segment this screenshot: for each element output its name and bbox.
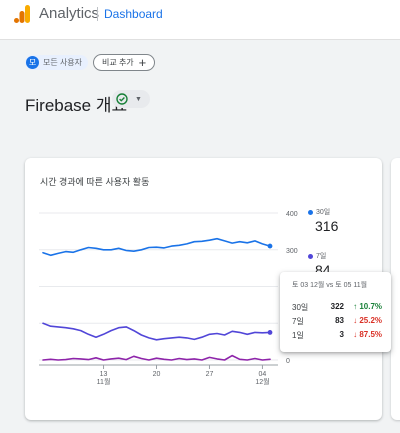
add-comparison-label: 비교 추가 <box>102 58 134 67</box>
chart-tooltip: 토 03 12월 vs 토 05 11월 30일 322 ↑ 10.7% 7일 … <box>280 272 391 352</box>
next-card <box>391 158 400 420</box>
tooltip-change: ↑ 10.7% <box>353 302 382 311</box>
y-tick-label: 0 <box>286 358 290 365</box>
legend-value-30d: 316 <box>315 218 339 234</box>
data-status-dropdown[interactable]: ▼ <box>112 90 150 108</box>
tooltip-value: 3 <box>339 330 344 339</box>
all-users-chip[interactable]: 모 모든 사용자 <box>25 55 89 70</box>
dashboard-link[interactable]: Dashboard <box>104 7 163 21</box>
chevron-down-icon: ▼ <box>135 95 142 103</box>
x-tick-label: 20 <box>153 371 161 378</box>
check-circle-icon <box>116 93 128 105</box>
user-activity-card: 시간 경과에 따른 사용자 활동 0 300 400 13 11월 20 27 04 12월 3… <box>25 158 391 420</box>
tooltip-value: 83 <box>335 316 344 325</box>
tooltip-label: 7일 <box>292 317 304 326</box>
x-tick-sublabel: 11월 <box>97 377 111 386</box>
legend-dot <box>308 209 313 215</box>
series-line <box>42 322 271 341</box>
legend-label: 7일 <box>316 253 327 260</box>
x-tick-sublabel: 12월 <box>255 377 269 386</box>
legend-item-30d[interactable]: 30일 <box>308 207 330 217</box>
all-users-label: 모든 사용자 <box>43 58 83 67</box>
tooltip-date-range: 토 03 12월 vs 토 05 11월 <box>292 282 368 289</box>
tooltip-change: ↓ 87.5% <box>353 330 382 339</box>
y-tick-label: 300 <box>286 248 298 255</box>
page-title: Firebase 개요 <box>25 96 128 115</box>
app-title: Analytics <box>39 5 100 22</box>
series-line <box>42 237 271 257</box>
tooltip-row-7d: 7일 83 ↓ 25.2% <box>292 316 382 328</box>
tooltip-value: 322 <box>330 302 344 311</box>
series-end-point <box>267 243 273 249</box>
filter-bar: 모 모든 사용자 비교 추가 + <box>0 41 400 81</box>
y-tick-label: 400 <box>286 211 298 218</box>
plus-icon: + <box>138 55 147 70</box>
card-title: 시간 경과에 따른 사용자 활동 <box>40 177 150 187</box>
tooltip-row-1d: 1일 3 ↓ 87.5% <box>292 330 382 342</box>
x-tick-label: 04 <box>259 371 267 378</box>
tooltip-row-30d: 30일 322 ↑ 10.7% <box>292 302 382 314</box>
tooltip-change: ↓ 25.2% <box>353 316 382 325</box>
title-divider <box>97 7 98 21</box>
legend-item-7d[interactable]: 7일 <box>308 251 326 261</box>
x-tick-label: 27 <box>206 371 214 378</box>
analytics-logo-icon[interactable] <box>13 4 33 24</box>
series-line <box>42 354 271 361</box>
add-comparison-button[interactable]: 비교 추가 + <box>93 54 156 71</box>
tooltip-label: 30일 <box>292 303 309 312</box>
top-app-bar: Analytics Dashboard <box>0 0 400 40</box>
x-tick-label: 13 <box>100 371 108 378</box>
tooltip-label: 1일 <box>292 331 304 340</box>
legend-dot <box>308 253 313 259</box>
segment-avatar: 모 <box>26 56 39 69</box>
legend-label: 30일 <box>316 209 331 216</box>
series-end-point <box>267 330 273 335</box>
